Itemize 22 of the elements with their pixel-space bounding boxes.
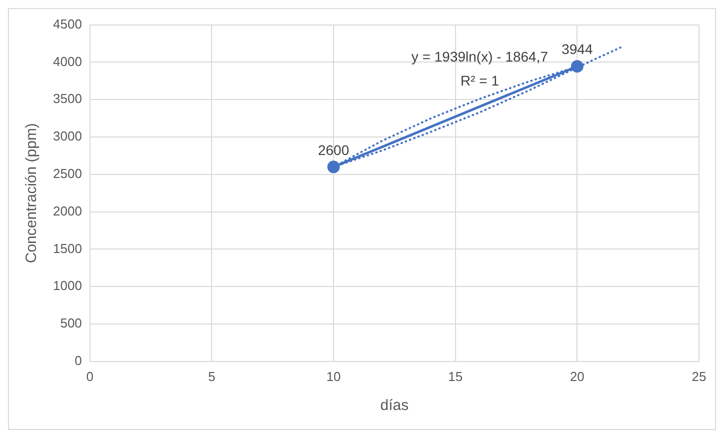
x-axis-title: días bbox=[380, 397, 409, 414]
y-tick-label: 1500 bbox=[53, 240, 82, 256]
annotation: y = 1939ln(x) - 1864,7 bbox=[411, 48, 548, 65]
x-tick-label: 0 bbox=[86, 368, 94, 384]
x-tick-label: 10 bbox=[326, 368, 341, 384]
data-label: 3944 bbox=[562, 41, 593, 58]
x-tick-label: 15 bbox=[448, 368, 463, 384]
y-tick-label: 2500 bbox=[53, 166, 82, 181]
y-tick-label: 1000 bbox=[53, 278, 82, 294]
y-axis-title: Concentración (ppm) bbox=[23, 123, 40, 264]
y-tick-label: 0 bbox=[74, 352, 82, 368]
y-tick-label: 500 bbox=[60, 316, 82, 331]
annotation: R² = 1 bbox=[460, 72, 500, 89]
y-tick-label: 4500 bbox=[53, 16, 82, 32]
y-tick-label: 4000 bbox=[53, 54, 82, 69]
x-tick-label: 5 bbox=[208, 368, 216, 384]
y-tick-label: 3500 bbox=[53, 91, 82, 106]
x-tick-label: 20 bbox=[570, 368, 584, 384]
y-tick-label: 3000 bbox=[53, 128, 82, 144]
y-tick-label: 2000 bbox=[53, 203, 82, 218]
data-label: 2600 bbox=[318, 142, 350, 158]
x-tick-label: 25 bbox=[692, 368, 706, 384]
